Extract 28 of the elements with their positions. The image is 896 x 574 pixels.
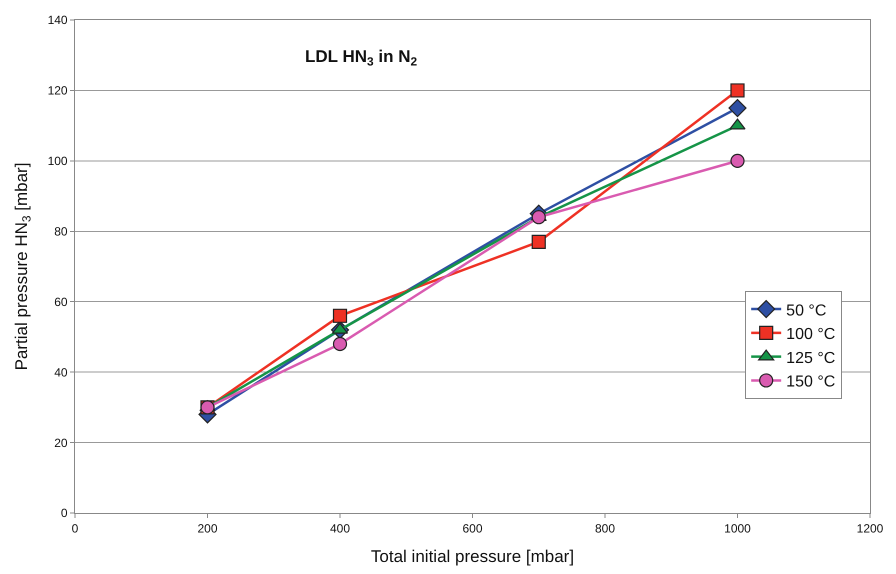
- x-tick-label: 800: [594, 521, 616, 536]
- legend-label: 125 °C: [786, 350, 836, 367]
- y-tick-label: 20: [54, 436, 68, 450]
- y-tick-label: 80: [54, 224, 68, 238]
- y-tick-label: 140: [48, 13, 68, 28]
- x-tick-label: 600: [462, 521, 483, 536]
- point: [332, 336, 348, 352]
- y-tick-label: 40: [54, 365, 68, 380]
- x-tick-label: 1000: [724, 521, 752, 536]
- point: [532, 210, 546, 224]
- x-tick-label: 400: [330, 521, 350, 536]
- legend-label: 100 °C: [786, 326, 836, 344]
- y-tick-label: 100: [48, 154, 68, 168]
- y-tick-label: 0: [60, 506, 68, 520]
- x-tick-label: 0: [72, 521, 79, 536]
- text: LDL HN$_{3}$ in N$_{2}$: [305, 47, 418, 69]
- x-tick-label: 200: [197, 521, 218, 536]
- point: [730, 154, 745, 168]
- legend-label: 150 °C: [786, 374, 836, 391]
- point: [730, 83, 745, 98]
- x-axis-title: Total initial pressure [mbar]: [370, 546, 574, 566]
- x-tick-label: 1200: [856, 521, 884, 536]
- point: [532, 234, 546, 249]
- point: [332, 308, 348, 323]
- point: [728, 98, 747, 118]
- y-tick-label: 60: [54, 294, 68, 309]
- legend-label: 50 °C: [786, 302, 826, 320]
- y-tick-label: 120: [48, 84, 68, 98]
